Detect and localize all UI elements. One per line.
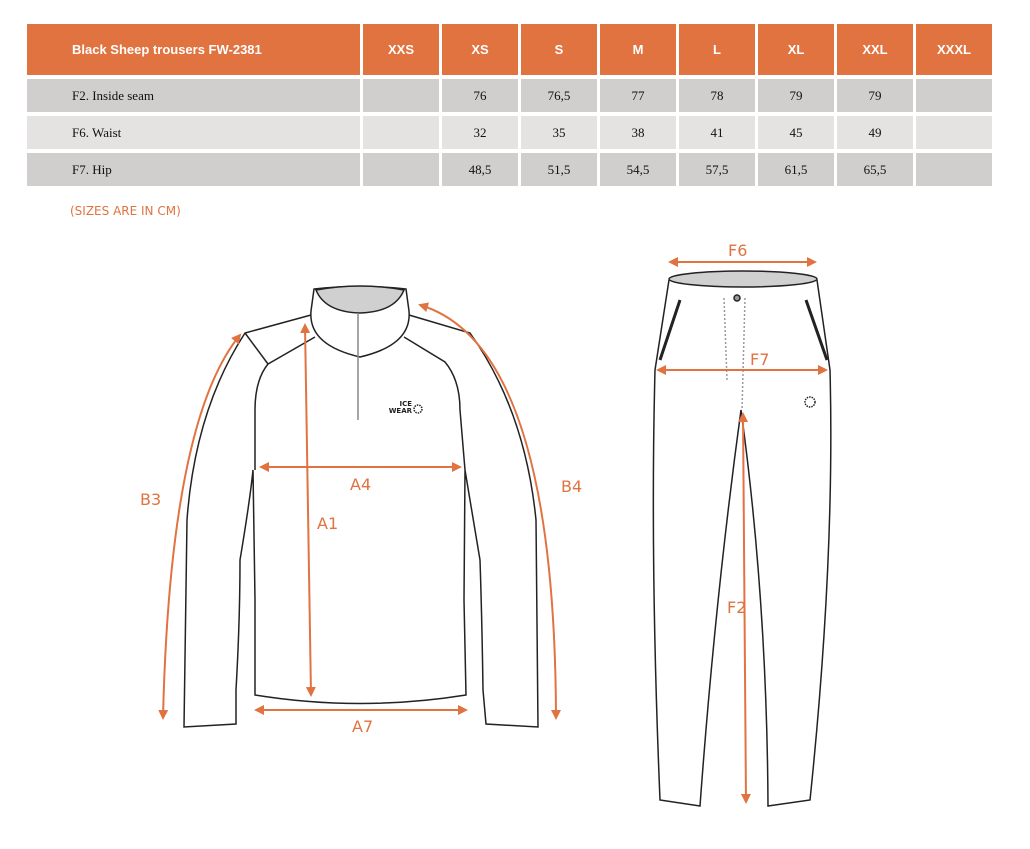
cell: 51,5 — [521, 153, 597, 186]
size-header: XXXL — [916, 24, 992, 75]
cell — [363, 79, 439, 112]
table-row: F6. Waist 32 35 38 41 45 49 — [27, 116, 992, 149]
cell — [916, 116, 992, 149]
size-header: XXS — [363, 24, 439, 75]
cell: 54,5 — [600, 153, 676, 186]
cell: 65,5 — [837, 153, 913, 186]
cell: 79 — [837, 79, 913, 112]
size-header: L — [679, 24, 755, 75]
cell: 57,5 — [679, 153, 755, 186]
snowflake-logo-icon — [413, 404, 423, 414]
cell — [916, 153, 992, 186]
cell: 78 — [679, 79, 755, 112]
label-a7: A7 — [352, 717, 373, 736]
label-a1: A1 — [317, 514, 338, 533]
label-b4: B4 — [561, 477, 582, 496]
cell: 41 — [679, 116, 755, 149]
product-title: Black Sheep trousers FW-2381 — [27, 24, 360, 75]
cell: 61,5 — [758, 153, 834, 186]
cell: 49 — [837, 116, 913, 149]
cell — [916, 79, 992, 112]
cell — [363, 116, 439, 149]
label-f7: F7 — [750, 350, 769, 369]
units-note: (SIZES ARE IN CM) — [70, 204, 181, 218]
cell: 76,5 — [521, 79, 597, 112]
cell: 45 — [758, 116, 834, 149]
cell: 79 — [758, 79, 834, 112]
label-a4: A4 — [350, 475, 371, 494]
jacket-drawing — [183, 285, 539, 728]
row-label: F7. Hip — [27, 153, 360, 186]
cell: 76 — [442, 79, 518, 112]
trousers-drawing — [652, 270, 832, 807]
cell: 38 — [600, 116, 676, 149]
cell: 35 — [521, 116, 597, 149]
size-header: XS — [442, 24, 518, 75]
cell: 32 — [442, 116, 518, 149]
table-row: F7. Hip 48,5 51,5 54,5 57,5 61,5 65,5 — [27, 153, 992, 186]
size-header: S — [521, 24, 597, 75]
row-label: F6. Waist — [27, 116, 360, 149]
size-header: M — [600, 24, 676, 75]
snowflake-logo-icon — [804, 396, 816, 408]
size-table: Black Sheep trousers FW-2381 XXS XS S M … — [24, 20, 995, 190]
jacket-measure-arrows — [158, 302, 561, 720]
label-f2: F2 — [727, 598, 746, 617]
size-header: XXL — [837, 24, 913, 75]
trousers-measure-arrows — [656, 257, 828, 804]
cell: 77 — [600, 79, 676, 112]
size-header: XL — [758, 24, 834, 75]
table-row: F2. Inside seam 76 76,5 77 78 79 79 — [27, 79, 992, 112]
row-label: F2. Inside seam — [27, 79, 360, 112]
label-f6: F6 — [728, 241, 747, 260]
label-b3: B3 — [140, 490, 161, 509]
cell — [363, 153, 439, 186]
brand-logo: ICE WEAR — [388, 400, 412, 415]
cell: 48,5 — [442, 153, 518, 186]
header-row: Black Sheep trousers FW-2381 XXS XS S M … — [27, 24, 992, 75]
